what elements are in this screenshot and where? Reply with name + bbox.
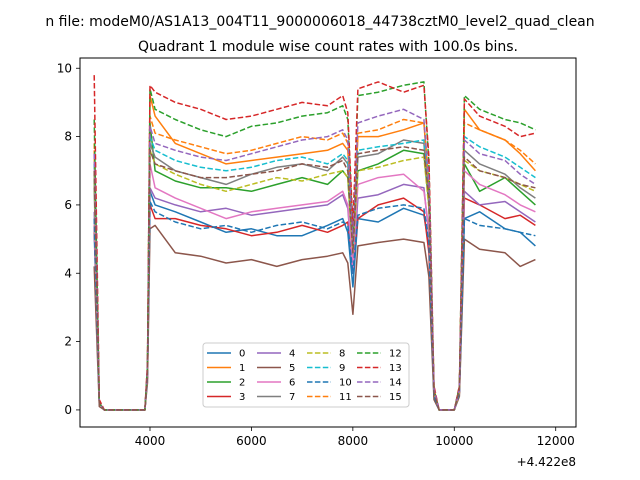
legend-label-8: 8 [339,349,345,360]
legend-label-12: 12 [389,349,402,360]
x-axis-offset-label: +4.422e8 [517,455,576,469]
chart-title: Quadrant 1 module wise count rates with … [138,39,518,55]
legend-label-6: 6 [289,378,295,389]
y-tick-label: 0 [64,403,72,417]
x-tick-label: 12000 [537,434,575,448]
legend-label-4: 4 [289,349,295,360]
legend-label-5: 5 [289,363,295,374]
legend-box [202,342,410,408]
legend-label-9: 9 [339,363,345,374]
legend-label-0: 0 [239,349,245,360]
x-tick-label: 4000 [135,434,166,448]
legend-label-14: 14 [389,378,402,389]
legend-label-11: 11 [339,392,352,403]
y-tick-label: 4 [64,266,72,280]
y-tick-label: 2 [64,335,72,349]
figure-suptitle: n file: modeM0/AS1A13_004T11_9000006018_… [45,14,594,30]
series-line-15 [93,146,536,411]
series-line-14 [93,108,536,411]
y-tick-label: 10 [57,61,72,75]
axes-frame [79,57,577,428]
y-tick-label: 8 [64,130,72,144]
y-tick-label: 6 [64,198,72,212]
legend-label-10: 10 [339,378,352,389]
plot-area [93,75,536,411]
legend-label-3: 3 [239,392,245,403]
legend-label-7: 7 [289,392,295,403]
x-tick-label: 10000 [435,434,473,448]
legend-label-2: 2 [239,378,245,389]
legend-label-1: 1 [239,363,245,374]
x-tick-label: 6000 [236,434,267,448]
legend-label-15: 15 [389,392,402,403]
x-tick-label: 8000 [338,434,369,448]
legend-label-13: 13 [389,363,402,374]
